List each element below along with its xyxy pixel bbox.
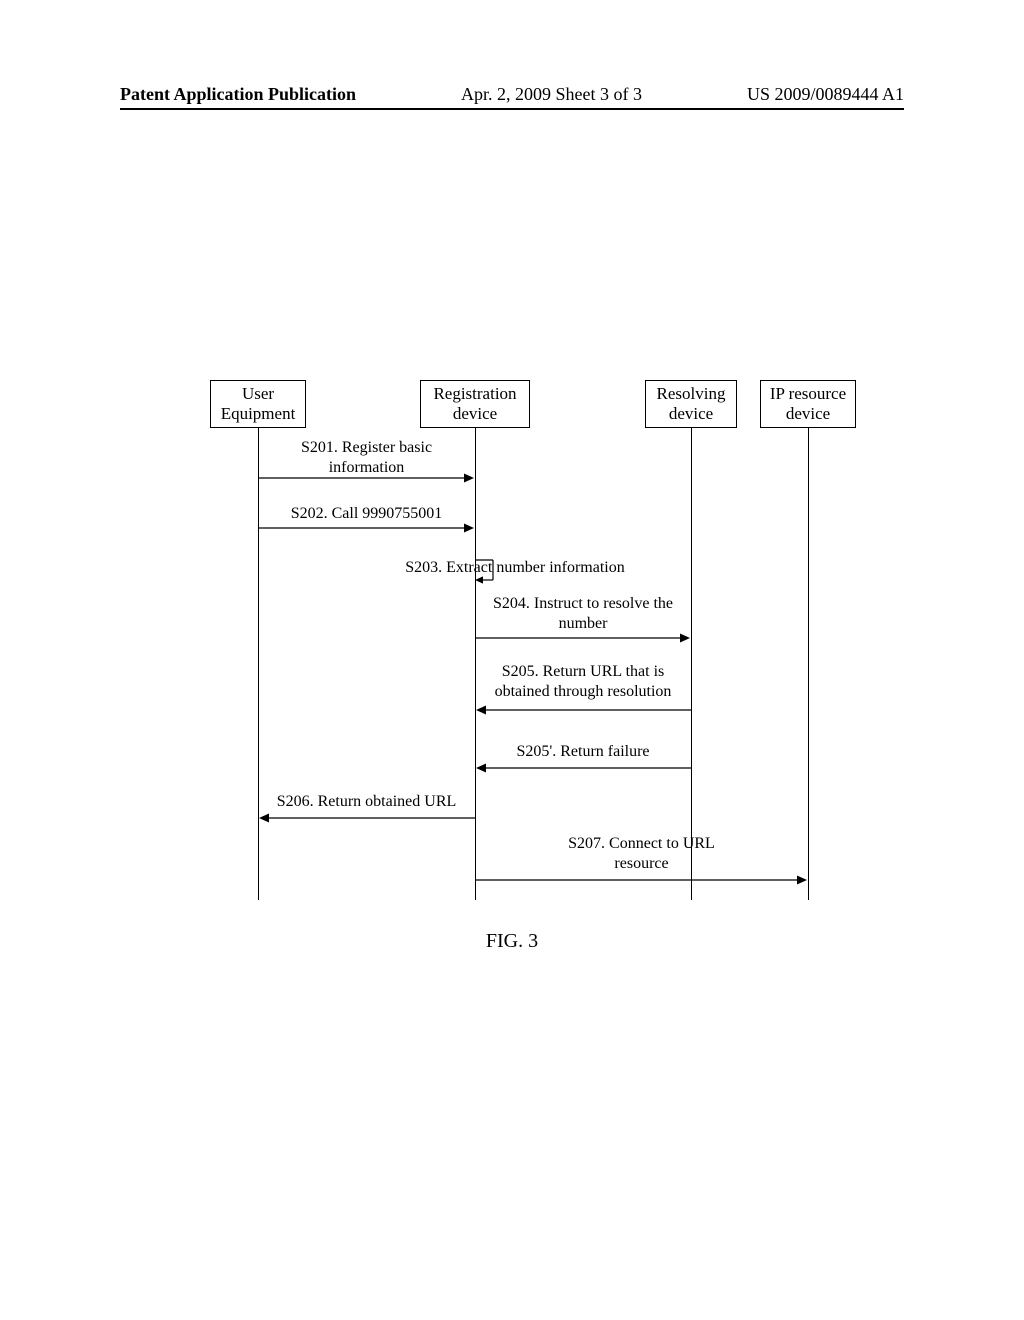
actor-ue: User Equipment (210, 380, 306, 428)
msg-s202: S202. Call 9990755001 (258, 504, 475, 524)
header-mid: Apr. 2, 2009 Sheet 3 of 3 (461, 84, 642, 105)
header-left: Patent Application Publication (120, 84, 356, 105)
lifeline-ue (258, 428, 259, 900)
actor-ip: IP resource device (760, 380, 856, 428)
header-rule (120, 108, 904, 110)
header-right: US 2009/0089444 A1 (747, 84, 904, 105)
actor-label: User Equipment (221, 384, 296, 425)
actor-label: Resolving device (657, 384, 726, 425)
page-header: Patent Application Publication Apr. 2, 2… (120, 84, 904, 105)
msg-s206: S206. Return obtained URL (258, 792, 475, 812)
msg-s203: S203. Extract number information (375, 558, 655, 578)
msg-s207: S207. Connect to URL resource (475, 834, 808, 874)
msg-s201: S201. Register basic information (258, 438, 475, 478)
actor-res: Resolving device (645, 380, 737, 428)
lifeline-ip (808, 428, 809, 900)
actor-label: IP resource device (770, 384, 846, 425)
figure-caption: FIG. 3 (0, 930, 1024, 953)
actor-label: Registration device (433, 384, 516, 425)
actor-reg: Registration device (420, 380, 530, 428)
msg-s205p: S205'. Return failure (475, 742, 691, 762)
sequence-diagram: User Equipment Registration device Resolvi… (160, 380, 850, 900)
msg-s205: S205. Return URL that is obtained throug… (475, 662, 691, 702)
msg-s204: S204. Instruct to resolve the number (475, 594, 691, 634)
